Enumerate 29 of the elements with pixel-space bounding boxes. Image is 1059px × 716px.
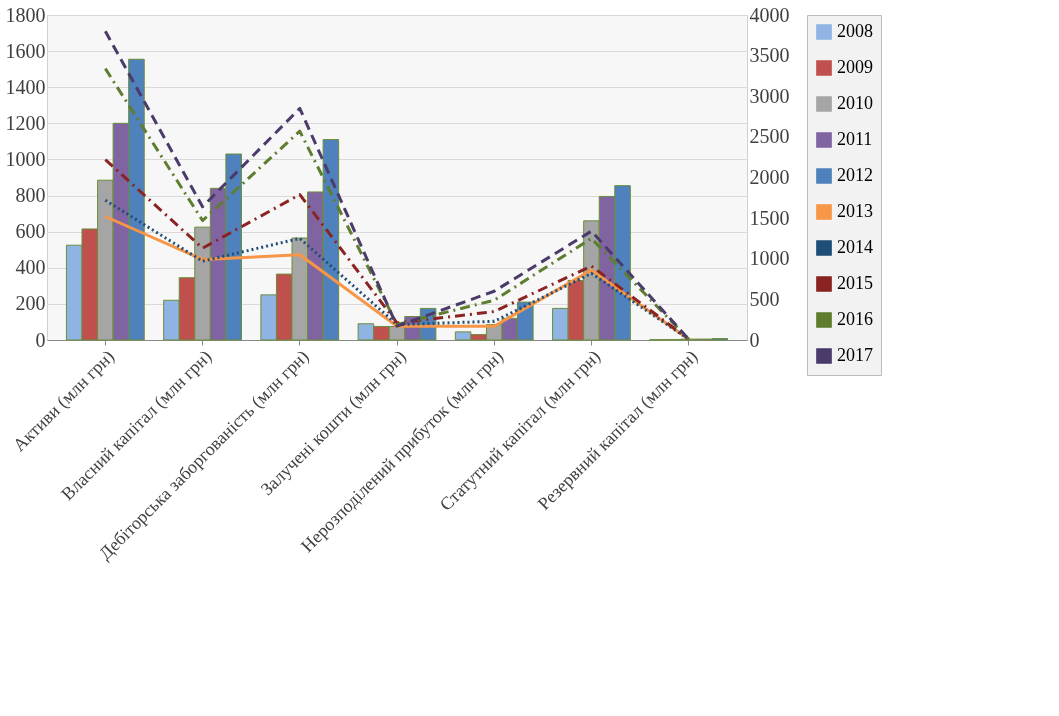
y2-tick-label: 3000 xyxy=(749,84,790,107)
y-tick-label: 200 xyxy=(15,292,46,315)
legend-label: 2013 xyxy=(837,201,873,221)
y2-tick-label: 3500 xyxy=(749,44,790,67)
legend-label: 2015 xyxy=(837,273,873,293)
y-tick-label: 600 xyxy=(15,220,46,243)
y2-tick-label: 1000 xyxy=(749,247,790,270)
y-tick-label: 0 xyxy=(35,328,46,351)
legend-label: 2014 xyxy=(837,237,873,257)
y-tick-label: 1200 xyxy=(5,111,46,134)
y2-tick-label: 2500 xyxy=(749,125,790,148)
y2-tick-label: 2000 xyxy=(749,166,790,188)
legend-label: 2009 xyxy=(837,57,873,77)
y2-tick-label: 500 xyxy=(749,287,780,310)
y2-tick-label: 0 xyxy=(749,328,760,351)
legend-label: 2017 xyxy=(837,345,873,365)
y-tick-label: 1000 xyxy=(5,147,46,170)
legend-label: 2010 xyxy=(837,93,873,113)
legend-label: 2011 xyxy=(837,129,873,149)
y-tick-label: 1800 xyxy=(5,3,46,26)
y-tick-label: 1600 xyxy=(5,39,46,62)
y2-tick-label: 4000 xyxy=(749,3,790,26)
legend-label: 2016 xyxy=(837,309,873,329)
legend-label: 2008 xyxy=(837,21,873,41)
y-tick-label: 1400 xyxy=(5,75,46,98)
y-tick-label: 800 xyxy=(15,184,46,207)
y-tick-label: 400 xyxy=(15,256,46,279)
legend-label: 2012 xyxy=(837,165,873,185)
y2-tick-label: 1500 xyxy=(749,206,790,229)
